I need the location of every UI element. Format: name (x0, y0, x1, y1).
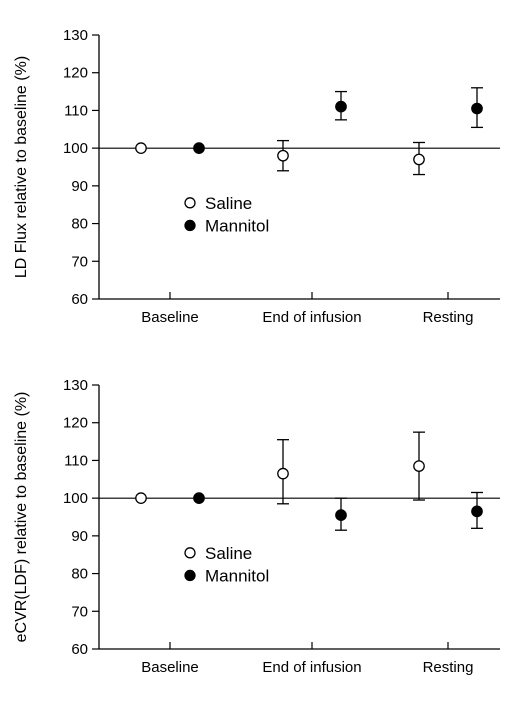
y-tick-label: 70 (71, 603, 88, 620)
mannitol-point (193, 142, 205, 154)
mannitol-point (335, 100, 347, 113)
legend-label-mannitol: Mannitol (205, 566, 269, 585)
mannitol-point (335, 509, 347, 521)
chart-panel-2: 60 70 80 90 100 110 120 130 Baseline End of infus… (13, 377, 500, 676)
x-tick-label: Resting (423, 659, 474, 676)
y-tick-label: 110 (64, 102, 88, 119)
y-tick-label: 90 (71, 528, 88, 545)
mannitol-point (193, 492, 205, 504)
x-tick-label: End of infusion (262, 309, 361, 326)
legend-marker-saline (184, 197, 196, 209)
legend-marker-mannitol (184, 569, 196, 582)
y-tick-label: 100 (63, 140, 88, 157)
chart-panel-1: 60 70 80 90 100 110 120 130 Baseline End of infus… (13, 27, 500, 326)
y-tick-label: 130 (63, 377, 88, 394)
saline-point (135, 492, 147, 504)
y-tick-label: 100 (63, 490, 88, 507)
legend-label-mannitol: Mannitol (205, 216, 269, 235)
saline-point (413, 460, 425, 472)
y-tick-label: 130 (63, 27, 88, 44)
mannitol-point (471, 102, 483, 115)
y-tick-label: 80 (71, 566, 88, 583)
legend-label-saline: Saline (205, 544, 252, 563)
saline-point (135, 142, 147, 154)
x-tick-label: Resting (423, 309, 474, 326)
y-axis-label: LD Flux relative to baseline (%) (13, 56, 30, 278)
y-tick-label: 120 (63, 415, 88, 432)
y-tick-label: 110 (64, 452, 88, 469)
legend-label-saline: Saline (205, 194, 252, 213)
x-tick-label: Baseline (141, 309, 199, 326)
y-axis-label: eCVR(LDF) relative to baseline (%) (13, 392, 30, 643)
y-tick-label: 90 (71, 178, 88, 195)
saline-point (277, 467, 289, 480)
legend-marker-mannitol (184, 219, 196, 232)
saline-point (413, 153, 425, 166)
x-tick-label: Baseline (141, 659, 199, 676)
y-tick-label: 70 (71, 253, 88, 270)
y-tick-label: 120 (63, 65, 88, 82)
legend-marker-saline (184, 547, 196, 559)
y-tick-label: 80 (71, 216, 88, 233)
y-tick-label: 60 (71, 641, 88, 658)
saline-point (277, 149, 289, 162)
x-tick-label: End of infusion (262, 659, 361, 676)
mannitol-point (471, 505, 483, 518)
y-tick-label: 60 (71, 291, 88, 308)
